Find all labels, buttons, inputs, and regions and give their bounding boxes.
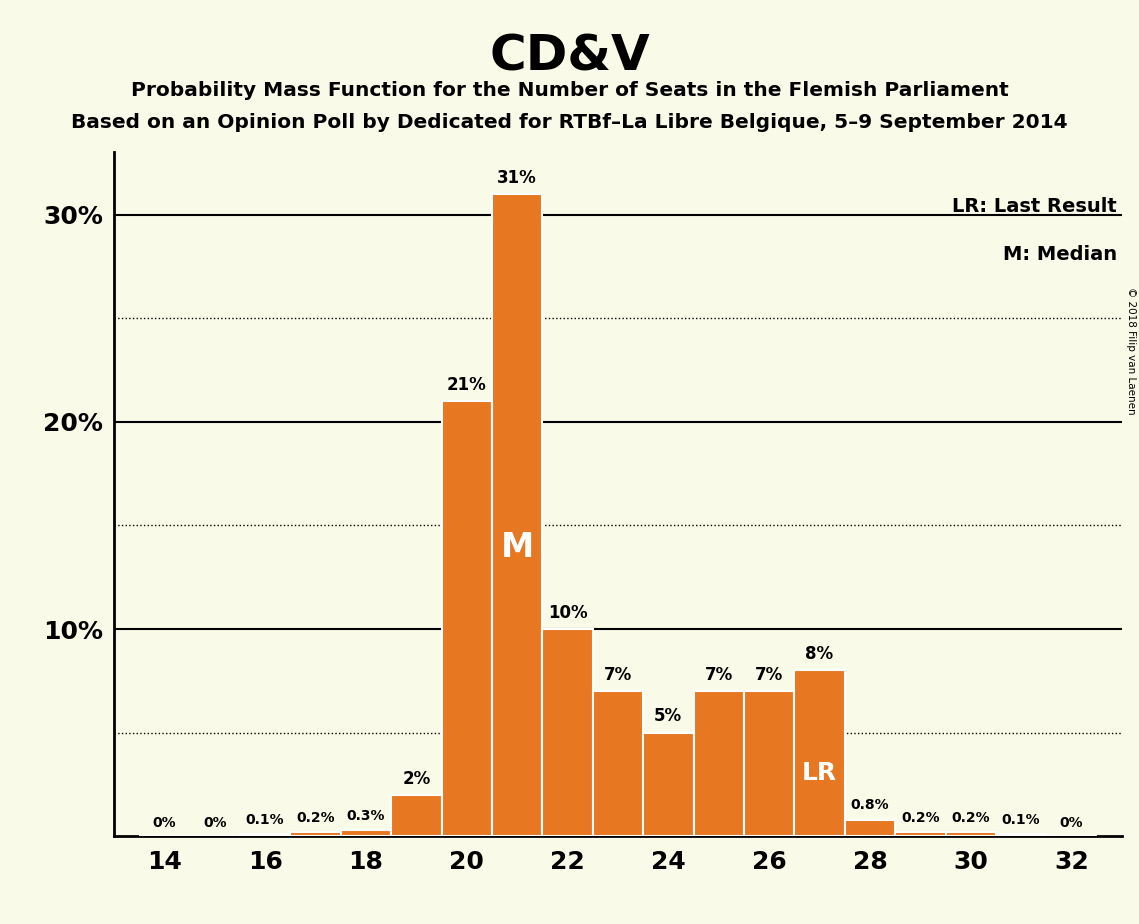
Text: Probability Mass Function for the Number of Seats in the Flemish Parliament: Probability Mass Function for the Number… [131, 81, 1008, 101]
Bar [644, 733, 694, 836]
Text: 0.8%: 0.8% [851, 798, 890, 812]
Text: 0%: 0% [203, 816, 227, 830]
Text: LR: Last Result: LR: Last Result [952, 197, 1117, 216]
Bar [794, 671, 845, 836]
Text: 7%: 7% [755, 666, 784, 684]
Text: 0.2%: 0.2% [951, 811, 990, 825]
Bar [744, 691, 794, 836]
Text: 0%: 0% [1059, 816, 1083, 830]
Text: 0.2%: 0.2% [901, 811, 940, 825]
Text: 2%: 2% [402, 770, 431, 787]
Bar [845, 820, 895, 836]
Text: CD&V: CD&V [489, 32, 650, 80]
Bar [442, 401, 492, 836]
Bar [492, 194, 542, 836]
Text: 0.1%: 0.1% [246, 813, 285, 827]
Text: M: M [500, 530, 534, 564]
Bar [995, 834, 1047, 836]
Text: 0.2%: 0.2% [296, 811, 335, 825]
Bar [391, 795, 442, 836]
Text: M: Median: M: Median [1002, 245, 1117, 263]
Bar [592, 691, 644, 836]
Text: 8%: 8% [805, 645, 834, 663]
Text: 0.3%: 0.3% [346, 808, 385, 822]
Text: 21%: 21% [446, 376, 486, 394]
Text: 5%: 5% [654, 708, 682, 725]
Text: 7%: 7% [604, 666, 632, 684]
Bar [240, 834, 290, 836]
Text: 31%: 31% [498, 169, 536, 187]
Bar [945, 833, 995, 836]
Text: 7%: 7% [705, 666, 732, 684]
Text: 0.1%: 0.1% [1002, 813, 1040, 827]
Bar [542, 629, 592, 836]
Bar [694, 691, 744, 836]
Text: 0%: 0% [153, 816, 177, 830]
Text: © 2018 Filip van Laenen: © 2018 Filip van Laenen [1126, 287, 1136, 415]
Bar [290, 833, 341, 836]
Bar [895, 833, 945, 836]
Bar [341, 830, 391, 836]
Text: 10%: 10% [548, 603, 588, 622]
Text: LR: LR [802, 761, 837, 785]
Text: Based on an Opinion Poll by Dedicated for RTBf–La Libre Belgique, 5–9 September : Based on an Opinion Poll by Dedicated fo… [71, 113, 1068, 132]
